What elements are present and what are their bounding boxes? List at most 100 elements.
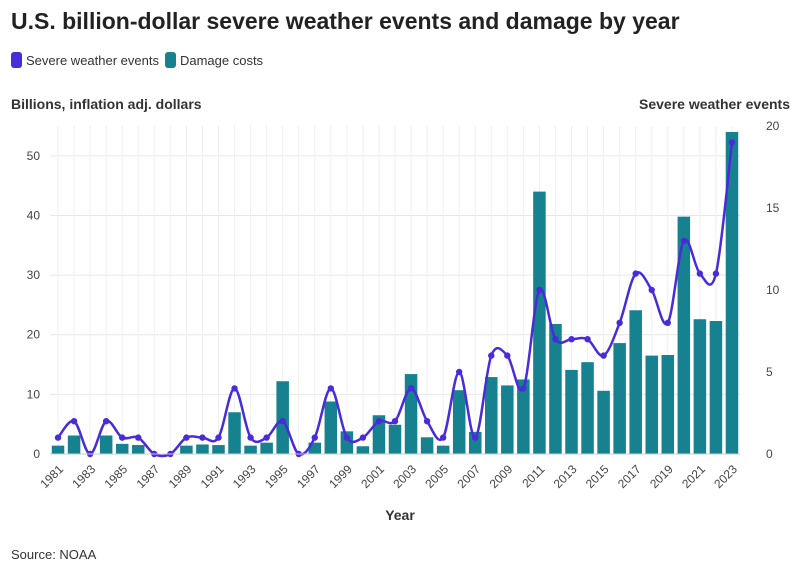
point-events-1993 <box>247 434 254 441</box>
bar-damage-2022 <box>709 321 723 454</box>
y-tick-label-left: 30 <box>27 268 41 282</box>
bar-damage-1985 <box>115 443 129 454</box>
legend-swatch-events <box>11 52 22 68</box>
point-events-2018 <box>648 286 655 294</box>
bar-damage-1995 <box>276 381 289 454</box>
point-events-2003 <box>407 385 415 392</box>
bar-damage-2004 <box>420 437 434 454</box>
bar-damage-2021 <box>693 319 707 454</box>
bar-damage-1990 <box>196 444 209 454</box>
bar-damage-2020 <box>677 216 691 454</box>
bar-damage-2008 <box>485 377 498 454</box>
y-tick-label-right: 5 <box>766 365 773 379</box>
x-tick-label: 1993 <box>230 462 259 491</box>
bar-damage-2012 <box>549 323 562 454</box>
point-events-1999 <box>343 434 351 441</box>
x-tick-label: 1997 <box>294 462 323 491</box>
point-events-2022 <box>712 270 720 277</box>
bar-damage-2023 <box>725 131 739 455</box>
point-events-2012 <box>552 336 559 343</box>
x-tick-label: 1981 <box>37 462 66 491</box>
y-tick-label-left: 10 <box>27 387 41 401</box>
legend-item-damage[interactable]: Damage costs <box>164 52 264 68</box>
y-tick-label-left: 0 <box>33 447 40 461</box>
legend-label-damage: Damage costs <box>179 52 264 68</box>
point-events-2020 <box>680 237 688 244</box>
point-events-2007 <box>472 434 479 441</box>
bar-damage-2011 <box>533 191 546 454</box>
point-events-2017 <box>632 270 639 277</box>
x-tick-label: 2023 <box>711 462 740 491</box>
bar-damage-2002 <box>388 424 402 454</box>
bar-damage-1981 <box>51 445 65 454</box>
x-tick-label: 2009 <box>487 462 516 491</box>
point-events-2011 <box>536 286 543 294</box>
bar-damage-2005 <box>436 445 450 454</box>
bar-damage-2014 <box>581 362 594 454</box>
x-tick-label: 1991 <box>198 462 227 491</box>
point-events-2004 <box>423 418 431 425</box>
bar-damage-1984 <box>99 435 113 454</box>
bar-damage-1982 <box>67 435 81 454</box>
y-axis-title-right: Severe weather events <box>639 96 790 112</box>
point-events-1982 <box>70 418 78 425</box>
x-tick-label: 1999 <box>326 462 355 491</box>
line-severe-weather-events <box>57 142 734 458</box>
bar-damage-2000 <box>356 446 370 454</box>
bar-damage-2016 <box>613 343 626 454</box>
point-events-1991 <box>215 434 222 441</box>
x-tick-label: 1983 <box>69 462 98 491</box>
point-events-1986 <box>135 434 142 441</box>
point-events-2005 <box>439 434 447 441</box>
x-axis-title: Year <box>385 507 415 523</box>
point-events-2009 <box>504 352 511 359</box>
point-events-1981 <box>54 434 62 441</box>
bar-damage-2010 <box>517 379 530 454</box>
bar-damage-2009 <box>501 385 514 454</box>
point-events-2000 <box>359 434 367 441</box>
point-events-2002 <box>391 418 399 425</box>
point-events-1992 <box>231 385 238 392</box>
bar-damage-1986 <box>131 445 145 454</box>
bar-damage-2019 <box>661 355 675 454</box>
legend: Severe weather events Damage costs <box>11 52 269 68</box>
point-events-2023 <box>728 139 736 146</box>
legend-swatch-damage <box>164 52 176 68</box>
point-events-1997 <box>311 434 318 441</box>
bar-damage-2013 <box>565 369 578 454</box>
y-tick-label-right: 20 <box>766 119 780 133</box>
point-events-2013 <box>568 336 575 343</box>
x-tick-label: 2005 <box>422 462 451 491</box>
y-tick-label-right: 10 <box>766 283 780 297</box>
point-events-2008 <box>488 352 495 359</box>
x-tick-label: 2013 <box>551 462 580 491</box>
bar-damage-2018 <box>645 355 659 454</box>
bar-damage-2015 <box>597 390 610 454</box>
y-tick-label-left: 20 <box>27 328 41 342</box>
bar-damage-1989 <box>180 445 193 454</box>
point-events-1990 <box>199 434 206 441</box>
point-events-2014 <box>584 336 591 343</box>
bar-damage-2003 <box>404 374 418 454</box>
x-tick-label: 1985 <box>101 462 130 491</box>
bar-damage-2006 <box>452 390 466 454</box>
legend-item-events[interactable]: Severe weather events <box>11 52 159 68</box>
point-events-1998 <box>327 385 335 392</box>
y-axis-title-left: Billions, inflation adj. dollars <box>11 96 202 112</box>
point-events-2015 <box>600 352 607 359</box>
x-tick-label: 1989 <box>166 462 195 491</box>
chart-title: U.S. billion-dollar severe weather event… <box>11 8 680 34</box>
bar-damage-1991 <box>212 445 225 454</box>
point-events-2006 <box>455 368 463 376</box>
x-tick-label: 2007 <box>455 462 484 491</box>
bar-damage-1994 <box>260 442 273 454</box>
x-tick-label: 2019 <box>647 462 676 491</box>
point-events-2016 <box>616 319 623 326</box>
y-tick-label-right: 15 <box>766 201 780 215</box>
x-tick-label: 2021 <box>679 462 708 491</box>
y-tick-label-left: 40 <box>27 208 41 222</box>
point-events-2019 <box>664 319 671 326</box>
x-tick-label: 2017 <box>615 462 644 491</box>
x-tick-label: 2001 <box>358 462 387 491</box>
